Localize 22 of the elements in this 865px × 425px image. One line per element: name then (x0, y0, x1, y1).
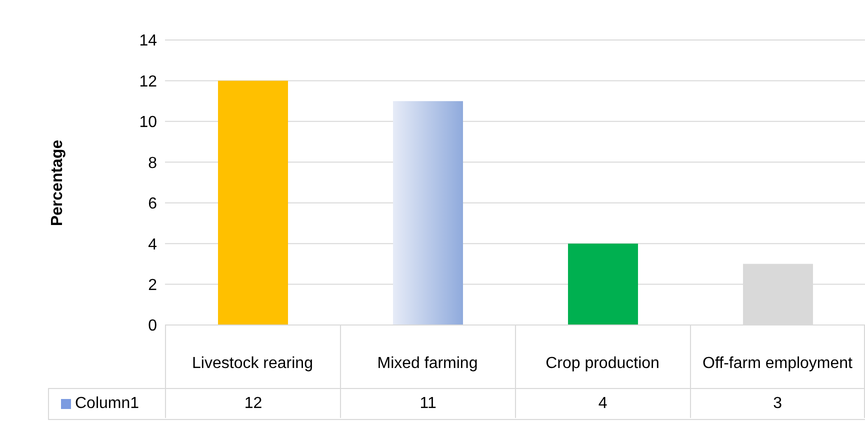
y-tick-label: 6 (148, 196, 158, 213)
x-tick-label: Off-farm employment (702, 355, 854, 372)
bar (218, 80, 288, 325)
y-tick-label: 4 (148, 236, 158, 254)
data-label: 11 (418, 395, 438, 413)
y-tick-label: 0 (148, 318, 158, 335)
y-axis-title: Percentage (49, 139, 67, 226)
y-tick-label: 10 (139, 114, 158, 132)
bar (743, 264, 813, 325)
y-tick-label: 8 (148, 154, 158, 172)
bar (568, 244, 638, 325)
data-label: 12 (243, 395, 264, 413)
y-tick-label: 2 (148, 276, 158, 294)
data-label: 4 (597, 395, 608, 413)
x-tick-label: Livestock rearing (192, 355, 313, 372)
x-tick-label: Mixed farming (377, 355, 478, 372)
y-tick-label: 14 (139, 32, 158, 50)
bar (393, 101, 463, 325)
x-tick-label: Crop production (546, 355, 660, 372)
data-label: 3 (772, 395, 784, 413)
y-tick-label: 12 (139, 73, 158, 90)
legend-label: Column1 (75, 395, 140, 413)
